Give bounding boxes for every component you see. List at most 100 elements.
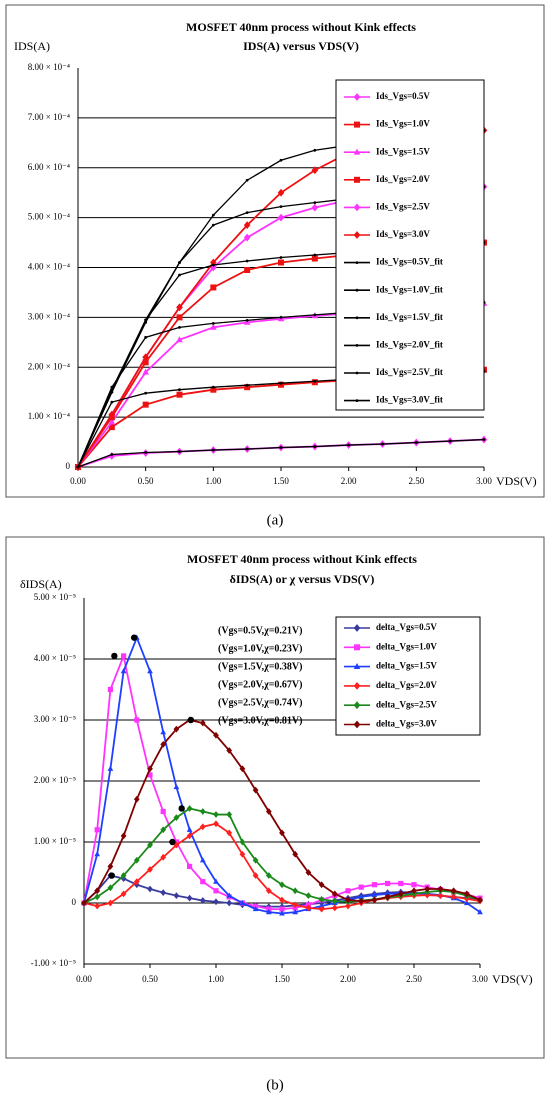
y-axis-label: δIDS(A) bbox=[20, 577, 62, 591]
data-point bbox=[133, 795, 140, 803]
legend-label: Ids_Vgs=0.5V_fit bbox=[376, 257, 443, 267]
data-point bbox=[245, 447, 249, 451]
data-point bbox=[160, 808, 166, 815]
data-point bbox=[110, 453, 114, 456]
data-point bbox=[245, 383, 249, 387]
data-point bbox=[108, 410, 116, 419]
data-point bbox=[345, 896, 351, 904]
data-point bbox=[133, 878, 140, 886]
data-point bbox=[186, 805, 193, 812]
x-tick-label: 2.50 bbox=[406, 974, 422, 984]
data-point bbox=[239, 838, 246, 846]
data-point bbox=[94, 902, 101, 910]
data-point bbox=[199, 897, 206, 904]
legend-marker bbox=[354, 176, 360, 183]
data-point bbox=[120, 872, 127, 879]
data-point bbox=[371, 891, 378, 898]
legend-label: Ids_Vgs=0.5V bbox=[376, 91, 430, 101]
chi-point bbox=[178, 805, 185, 812]
x-axis-label: VDS(V) bbox=[496, 474, 537, 488]
legend-marker bbox=[353, 203, 361, 212]
data-point bbox=[160, 889, 167, 897]
data-point bbox=[292, 901, 299, 909]
data-point bbox=[210, 323, 217, 330]
data-point bbox=[213, 898, 219, 906]
data-point bbox=[331, 897, 338, 905]
legend-label: Ids_Vgs=3.0V_fit bbox=[376, 395, 443, 405]
data-point bbox=[358, 884, 364, 890]
data-point bbox=[265, 887, 272, 895]
data-point bbox=[160, 741, 167, 748]
legend-marker bbox=[355, 261, 359, 264]
data-point bbox=[147, 772, 153, 778]
data-point bbox=[279, 446, 283, 449]
data-point bbox=[245, 211, 249, 215]
data-point bbox=[244, 266, 251, 273]
data-point bbox=[381, 442, 384, 446]
data-point bbox=[305, 892, 312, 900]
x-tick-label: 3.00 bbox=[476, 476, 492, 486]
data-point bbox=[200, 879, 206, 885]
data-point bbox=[94, 851, 101, 857]
annotation: (Vgs=3.0V,χ=0.81V) bbox=[218, 715, 302, 726]
data-point bbox=[107, 686, 113, 693]
data-point bbox=[142, 368, 149, 375]
data-point bbox=[305, 904, 312, 912]
data-point bbox=[411, 882, 417, 888]
y-tick-label: 0 bbox=[66, 461, 71, 471]
y-tick-label: 3.00 × 10⁻⁵ bbox=[34, 714, 76, 724]
data-point bbox=[186, 832, 193, 840]
data-point bbox=[173, 725, 180, 733]
data-point bbox=[437, 885, 444, 893]
data-point bbox=[178, 273, 181, 277]
y-tick-label: 2.00 × 10⁻⁵ bbox=[34, 775, 76, 785]
legend-marker bbox=[354, 644, 360, 651]
data-point bbox=[199, 719, 206, 727]
data-point bbox=[371, 896, 378, 904]
data-point bbox=[277, 213, 285, 222]
data-point bbox=[278, 259, 284, 266]
data-point bbox=[108, 424, 115, 431]
y-tick-label: 4.00 × 10⁻⁴ bbox=[28, 262, 70, 272]
x-tick-label: 0.00 bbox=[70, 476, 86, 486]
data-point bbox=[94, 827, 100, 833]
data-point bbox=[437, 892, 444, 900]
data-point bbox=[252, 872, 259, 879]
data-point bbox=[279, 205, 283, 209]
legend-label: delta_Vgs=3.0V bbox=[376, 719, 437, 729]
legend-marker bbox=[353, 663, 361, 669]
data-point bbox=[187, 863, 193, 869]
x-tick-label: 2.50 bbox=[408, 476, 424, 486]
chi-point bbox=[130, 634, 138, 641]
data-point bbox=[178, 325, 181, 329]
data-point bbox=[313, 201, 317, 205]
data-point bbox=[318, 881, 325, 889]
data-point bbox=[279, 256, 283, 259]
data-point bbox=[186, 826, 193, 832]
data-point bbox=[213, 878, 219, 884]
data-point bbox=[345, 902, 351, 910]
data-point bbox=[176, 336, 183, 343]
legend-marker bbox=[353, 624, 361, 632]
data-point bbox=[120, 832, 127, 840]
data-point bbox=[313, 445, 317, 448]
data-point bbox=[414, 441, 418, 444]
data-point bbox=[199, 808, 206, 815]
chi-point bbox=[111, 652, 118, 660]
legend-marker bbox=[353, 720, 361, 729]
data-point bbox=[110, 390, 114, 394]
data-point bbox=[107, 884, 114, 892]
legend-marker bbox=[353, 148, 361, 155]
chart-subtitle: IDS(A) versus VDS(V) bbox=[243, 39, 359, 53]
data-point bbox=[345, 888, 351, 894]
data-point bbox=[331, 890, 338, 898]
chart-title: MOSFET 40nm process without Kink effects bbox=[187, 552, 417, 566]
data-point bbox=[211, 213, 215, 217]
data-point bbox=[477, 909, 483, 915]
data-point bbox=[384, 890, 391, 896]
data-point bbox=[313, 148, 317, 152]
data-point bbox=[292, 887, 299, 895]
y-tick-label: 5.00 × 10⁻⁵ bbox=[34, 592, 76, 602]
y-tick-label: 1.00 × 10⁻⁴ bbox=[28, 411, 70, 421]
